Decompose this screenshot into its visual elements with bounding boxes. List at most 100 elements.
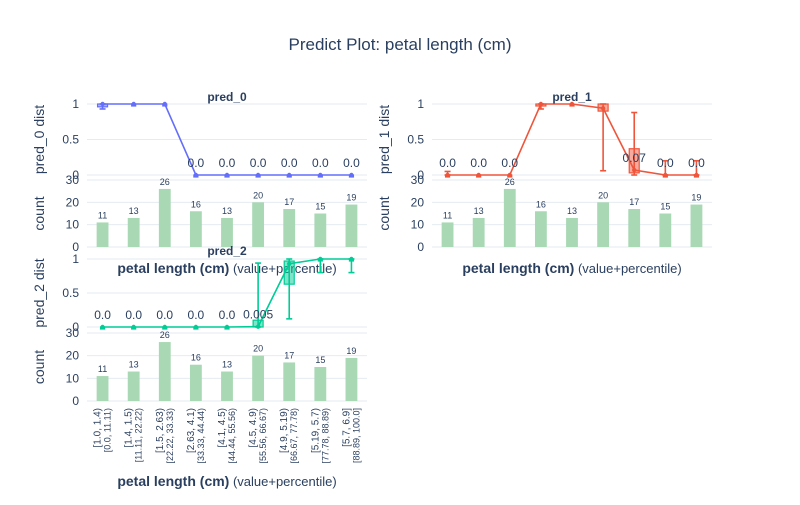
count-bar-label: 16 <box>191 353 201 363</box>
pred_0-value-label: 0.0 <box>312 156 329 170</box>
dist-y-tick-label: 0 <box>72 168 79 182</box>
count-y-axis-title: count <box>31 196 47 230</box>
pred_2-point <box>255 324 261 329</box>
pred_0-value-label: 0.0 <box>188 156 205 170</box>
count-y-tick-label: 20 <box>411 195 425 209</box>
count-bar <box>127 217 140 247</box>
count-bar-label: 17 <box>629 197 639 207</box>
count-bar-label: 11 <box>98 210 107 220</box>
dist-y-tick-label: 0.5 <box>62 286 79 300</box>
count-bar <box>566 217 578 247</box>
pred_2-point <box>162 324 167 330</box>
x-tick-percentile-label: [55.56, 66.67) <box>258 408 268 464</box>
count-y-tick-label: 0 <box>72 394 79 408</box>
count-y-tick-label: 10 <box>411 218 425 232</box>
dist-y-tick-label: 0.5 <box>407 133 424 147</box>
pred_0-value-label: 0.0 <box>343 156 360 170</box>
count-bar <box>283 362 296 401</box>
x-tick-percentile-label: [11.11, 22.22) <box>134 408 144 462</box>
pred_2-point <box>131 324 136 330</box>
count-bar-label: 11 <box>443 210 452 220</box>
count-bar-label: 20 <box>253 344 263 354</box>
pred_2-value-label: 0.0 <box>125 308 142 322</box>
x-tick-label: [1.5, 2.63) <box>155 408 166 453</box>
count-y-tick-label: 10 <box>66 218 80 232</box>
pred_1-subplot-title: pred_1 <box>552 90 592 104</box>
dist-y-tick-label: 0.5 <box>62 133 79 147</box>
pred_1-point <box>538 101 544 107</box>
dist-y-tick-label: 0 <box>72 320 79 334</box>
pred_0-point <box>255 172 261 178</box>
count-y-tick-label: 30 <box>66 173 80 187</box>
pred_0-value-label: 0.0 <box>281 156 298 170</box>
count-bar-label: 26 <box>160 330 170 340</box>
x-tick-label: [4.5, 4.9) <box>248 408 259 447</box>
pred_0-point <box>131 101 136 107</box>
count-bar-label: 26 <box>160 177 170 187</box>
pred_2-value-label: 0.0 <box>188 308 205 322</box>
count-bar <box>441 222 454 247</box>
x-axis-title-bold: petal length (cm) <box>117 473 229 489</box>
pred_1-value-label: 0.0 <box>470 156 487 170</box>
pred_1-panel: 0 0.5 1 pred_1 dist 0 10 20 30 count 11 13 26 16 13 20… <box>376 90 712 276</box>
pred_2-point <box>287 261 292 266</box>
count-bar <box>472 217 485 247</box>
x-axis-title-suffix: (value+percentile) <box>229 474 336 489</box>
pred_2-value-label: 0.005 <box>243 308 273 322</box>
x-tick-label: [1.0, 1.4) <box>93 408 104 447</box>
x-tick-label: [4.1, 4.5) <box>217 408 228 447</box>
count-bar-label: 13 <box>567 206 577 216</box>
x-axis-title-suffix: (value+percentile) <box>574 261 681 276</box>
pred_1-box <box>628 148 640 174</box>
pred_0-value-label: 0.0 <box>250 156 267 170</box>
count-y-tick-label: 20 <box>66 349 80 363</box>
count-bar <box>597 202 610 247</box>
count-y-tick-label: 30 <box>66 326 80 340</box>
pred_2-point <box>349 256 354 262</box>
count-bar-label: 13 <box>474 206 484 216</box>
dist-y-axis-title: pred_2 dist <box>31 258 47 327</box>
count-bar <box>96 222 109 247</box>
x-tick-label: [2.63, 4.1) <box>186 408 197 453</box>
count-bar-label: 13 <box>222 360 232 370</box>
pred_1-point <box>600 106 606 111</box>
pred_2-point <box>224 324 230 330</box>
x-tick-percentile-label: [66.67, 77.78) <box>289 408 299 464</box>
pred_1-value-label: 0.0 <box>688 156 705 170</box>
count-bar-label: 19 <box>691 193 701 203</box>
count-bar-label: 16 <box>191 199 201 209</box>
pred_0-point <box>224 172 230 178</box>
x-tick-percentile-label: [88.89, 100.0] <box>351 408 361 463</box>
count-bar <box>628 209 641 247</box>
count-bar <box>252 355 265 401</box>
count-bar <box>221 217 233 247</box>
pred_0-point <box>193 172 199 178</box>
pred_1-point <box>694 172 699 178</box>
pred_1-point <box>569 101 575 107</box>
count-y-tick-label: 20 <box>66 195 80 209</box>
x-axis-title: petal length (cm) (value+percentile) <box>117 473 336 489</box>
count-bar-label: 20 <box>253 190 263 200</box>
pred_2-value-label: 0.0 <box>94 308 111 322</box>
pred_0-point <box>318 172 323 178</box>
count-bar-label: 15 <box>315 202 325 212</box>
x-axis-title-bold: petal length (cm) <box>117 260 229 276</box>
pred_0-value-label: 0.0 <box>219 156 236 170</box>
pred_2-point <box>100 324 105 330</box>
count-bar <box>127 371 140 401</box>
count-bar-label: 15 <box>660 202 670 212</box>
pred_1-point <box>632 167 637 173</box>
count-bar <box>503 188 516 247</box>
count-bar <box>158 188 171 247</box>
count-bar-label: 19 <box>346 193 356 203</box>
count-bar <box>534 211 547 247</box>
pred_1-point <box>507 172 512 178</box>
count-bar <box>189 364 202 401</box>
x-tick-label: [5.7, 6.9] <box>341 408 352 447</box>
count-y-axis-title: count <box>31 350 47 384</box>
x-tick-percentile-label: [44.44, 55.56) <box>227 408 237 464</box>
pred_2-box <box>283 260 295 285</box>
x-axis-title-suffix: (value+percentile) <box>229 261 336 276</box>
dist-y-tick-label: 0 <box>417 168 424 182</box>
